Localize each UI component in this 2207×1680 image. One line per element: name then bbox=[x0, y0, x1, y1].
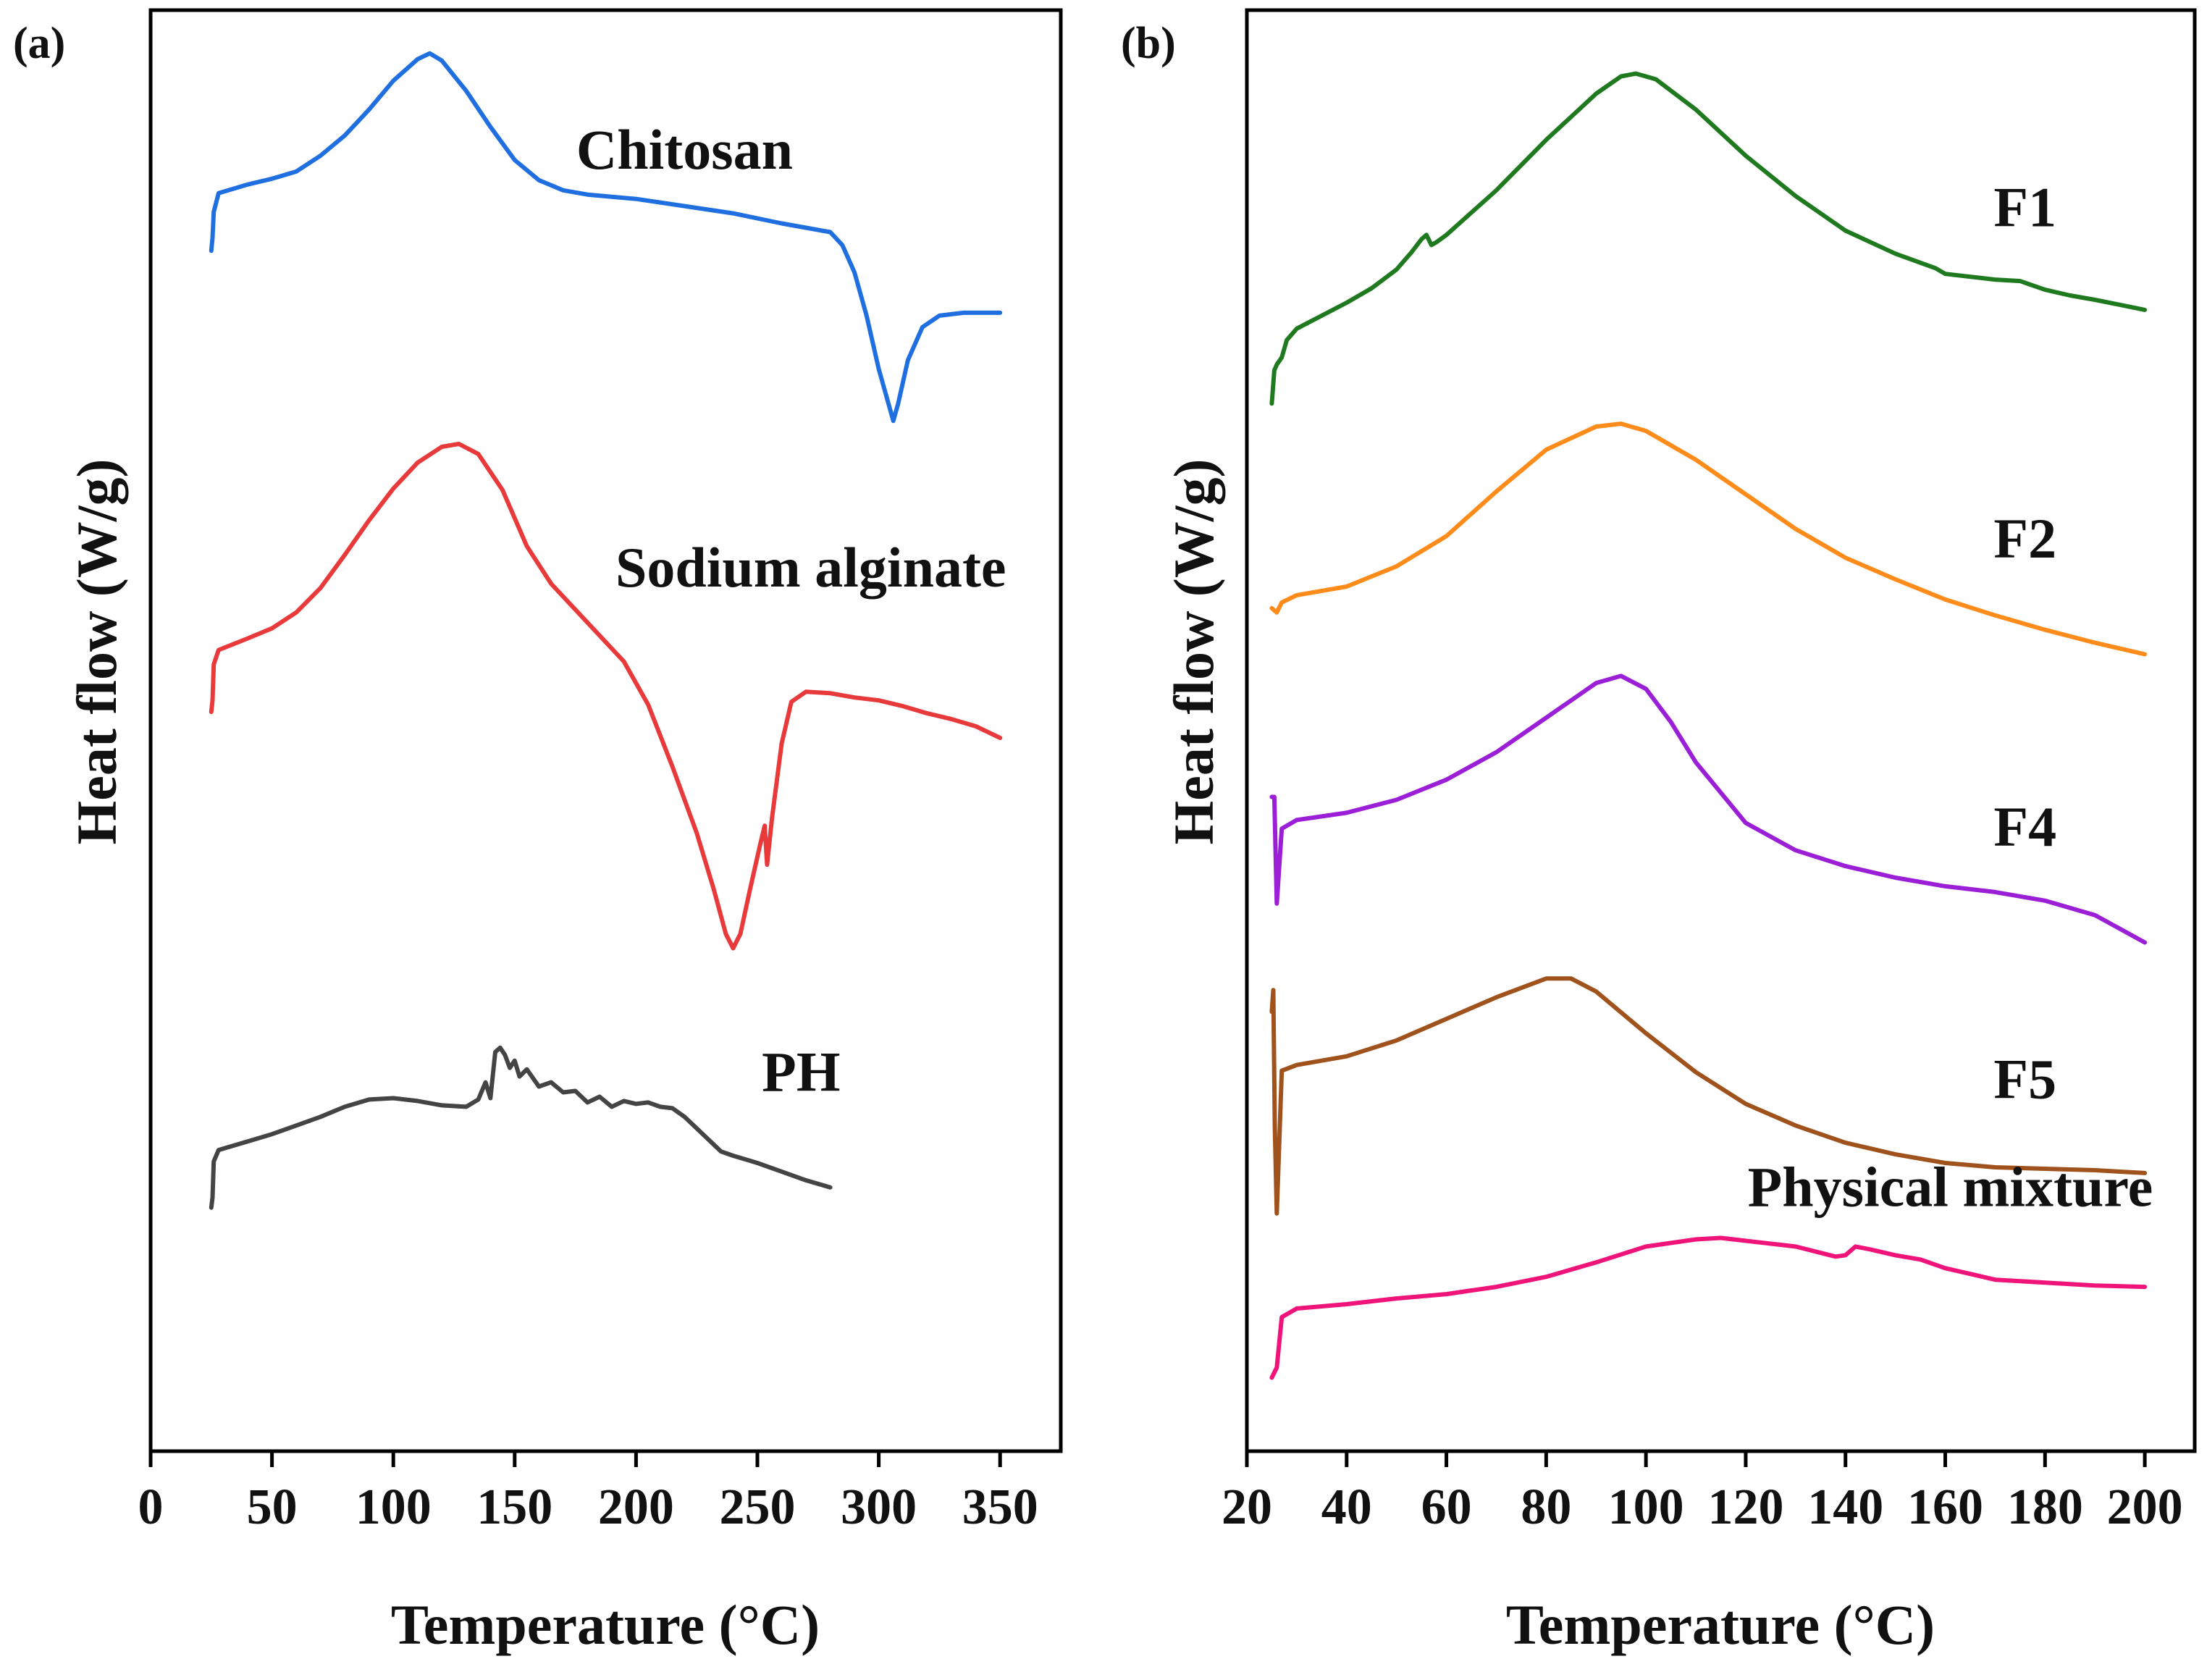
x-tick-label: 120 bbox=[1707, 1479, 1783, 1535]
series-label-ph: PH bbox=[762, 1041, 840, 1104]
series-line-chitosan bbox=[209, 51, 1003, 424]
series-line-ph bbox=[209, 1045, 833, 1210]
panel-b-x-axis: 20 40 60 80 100 120 140 160 180 200 bbox=[1222, 1451, 2183, 1535]
series-label-f2: F2 bbox=[1993, 507, 2056, 570]
panel-a-series-labels: Chitosan Sodium alginate PH bbox=[576, 118, 1006, 1104]
panel-a-x-axis: 0 50 100 150 200 250 300 350 bbox=[138, 1451, 1038, 1535]
x-tick-label: 200 bbox=[2107, 1479, 2183, 1535]
panel-b-series bbox=[1269, 71, 2148, 1380]
panel-a-x-axis-title: Temperature (°C) bbox=[391, 1593, 820, 1656]
panel-a-y-axis-title: Heat flow (W/g) bbox=[65, 459, 128, 845]
panel-b: (b) 20 40 60 80 100 120 140 160 180 200 F1 F2 F4 F5 P… bbox=[1121, 8, 2197, 1656]
x-tick-label: 300 bbox=[841, 1479, 917, 1535]
series-line-f5 bbox=[1269, 976, 2148, 1216]
x-tick-label: 100 bbox=[1608, 1479, 1684, 1535]
x-tick-label: 180 bbox=[2007, 1479, 2083, 1535]
panel-b-plot-frame bbox=[1245, 8, 2197, 1453]
x-tick-label: 80 bbox=[1521, 1479, 1571, 1535]
panel-a-plot-frame bbox=[148, 8, 1063, 1453]
x-tick-label: 350 bbox=[962, 1479, 1038, 1535]
series-label-physical-mixture: Physical mixture bbox=[1748, 1156, 2153, 1219]
panel-b-x-axis-title: Temperature (°C) bbox=[1506, 1593, 1935, 1656]
x-tick-label: 150 bbox=[476, 1479, 552, 1535]
series-label-sodium-alginate: Sodium alginate bbox=[615, 536, 1006, 599]
x-tick-label: 50 bbox=[247, 1479, 298, 1535]
series-line-f1 bbox=[1269, 71, 2148, 406]
x-tick-label: 0 bbox=[138, 1479, 164, 1535]
panel-b-series-labels: F1 F2 F4 F5 Physical mixture bbox=[1748, 176, 2153, 1219]
panel-a-label: (a) bbox=[13, 19, 65, 68]
series-line-f2 bbox=[1269, 421, 2148, 657]
x-tick-label: 40 bbox=[1321, 1479, 1372, 1535]
series-label-f4: F4 bbox=[1993, 795, 2056, 858]
series-label-chitosan: Chitosan bbox=[576, 118, 793, 181]
x-tick-label: 60 bbox=[1421, 1479, 1472, 1535]
series-label-f5: F5 bbox=[1993, 1047, 2056, 1110]
x-tick-label: 20 bbox=[1222, 1479, 1272, 1535]
series-line-f4 bbox=[1269, 673, 2148, 945]
series-line-physical-mixture bbox=[1269, 1235, 2148, 1380]
x-tick-label: 200 bbox=[598, 1479, 674, 1535]
x-tick-label: 140 bbox=[1807, 1479, 1883, 1535]
panel-a-series bbox=[209, 51, 1003, 1210]
panel-b-y-axis-title: Heat flow (W/g) bbox=[1162, 459, 1225, 845]
x-tick-label: 250 bbox=[720, 1479, 796, 1535]
series-label-f1: F1 bbox=[1993, 176, 2056, 239]
x-tick-label: 160 bbox=[1907, 1479, 1983, 1535]
series-line-sodium-alginate bbox=[209, 442, 1003, 951]
x-tick-label: 100 bbox=[356, 1479, 432, 1535]
panel-a: (a) 0 50 100 150 200 250 300 350 Chitosan Sodium… bbox=[13, 8, 1063, 1656]
panel-b-label: (b) bbox=[1121, 19, 1176, 68]
